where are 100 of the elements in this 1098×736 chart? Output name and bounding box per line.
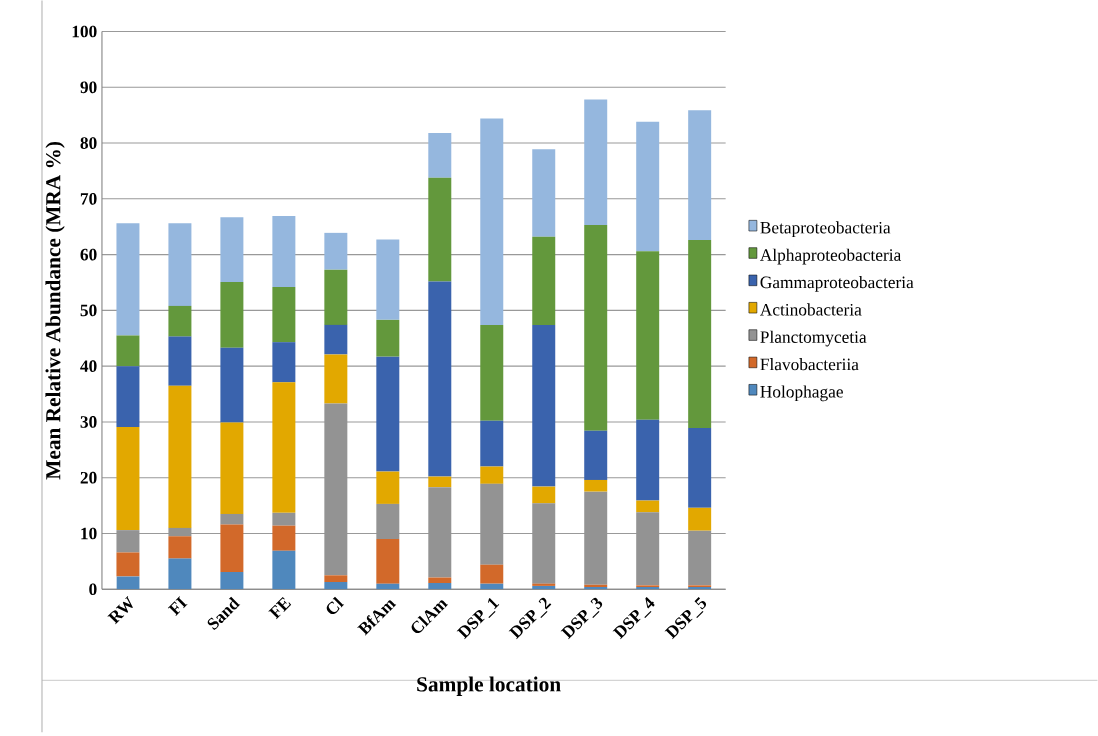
y-tick-label: 40 bbox=[80, 360, 97, 372]
bar bbox=[168, 305, 192, 337]
bar bbox=[376, 356, 400, 472]
bar bbox=[168, 223, 192, 306]
bar bbox=[376, 471, 400, 504]
y-tick-label: 60 bbox=[80, 248, 97, 261]
bar bbox=[636, 419, 660, 501]
y-tick-label: 80 bbox=[80, 137, 97, 149]
bar bbox=[220, 524, 244, 572]
y-axis-title: Mean Relative Abundance (MRA %) bbox=[45, 141, 65, 480]
bar bbox=[428, 281, 452, 477]
bar bbox=[636, 500, 660, 513]
bar bbox=[116, 576, 140, 590]
bar bbox=[688, 240, 712, 428]
bar bbox=[116, 366, 140, 427]
legend-label: Planctomycetia bbox=[760, 330, 867, 347]
bar bbox=[116, 530, 140, 553]
bar bbox=[584, 479, 608, 492]
bar bbox=[532, 236, 556, 325]
x-tick-label: FE bbox=[268, 596, 292, 620]
bar bbox=[480, 564, 504, 584]
x-tick-label: RW bbox=[107, 596, 133, 625]
bar bbox=[168, 336, 192, 386]
bar bbox=[324, 269, 348, 325]
x-tick-label: Cl bbox=[326, 596, 345, 614]
bar bbox=[480, 420, 504, 467]
bar bbox=[636, 512, 660, 586]
bar bbox=[428, 476, 452, 488]
bar bbox=[584, 430, 608, 480]
legend-label: Gammaproteobacteria bbox=[760, 275, 914, 292]
bar bbox=[116, 223, 140, 336]
bar bbox=[168, 536, 192, 559]
bar bbox=[480, 583, 504, 590]
bar bbox=[272, 342, 296, 383]
bar bbox=[428, 583, 452, 590]
y-tick-label: 0 bbox=[89, 583, 97, 596]
bar bbox=[220, 217, 244, 282]
bar bbox=[480, 466, 504, 484]
bar bbox=[532, 583, 556, 586]
bar bbox=[220, 513, 244, 525]
x-tick-label: FI bbox=[167, 596, 188, 616]
bar bbox=[168, 558, 192, 590]
bar bbox=[688, 530, 712, 586]
bar bbox=[272, 286, 296, 343]
bar bbox=[116, 552, 140, 577]
bar bbox=[376, 319, 400, 357]
bar bbox=[220, 347, 244, 423]
bar bbox=[272, 550, 296, 590]
bar bbox=[324, 232, 348, 270]
y-tick-label: 50 bbox=[80, 304, 97, 317]
bar bbox=[532, 503, 556, 584]
bar bbox=[636, 251, 660, 420]
bar bbox=[584, 99, 608, 225]
bar bbox=[116, 426, 140, 531]
bar bbox=[532, 149, 556, 237]
bar bbox=[324, 324, 348, 355]
legend-label: Holophagae bbox=[760, 385, 843, 402]
y-tick-label: 100 bbox=[72, 25, 97, 38]
bar bbox=[168, 385, 192, 528]
bar bbox=[324, 575, 348, 582]
legend-label: Betaproteobacteria bbox=[760, 221, 891, 237]
bar bbox=[376, 503, 400, 539]
bar bbox=[428, 577, 452, 584]
bar bbox=[480, 483, 504, 565]
y-tick-label: 70 bbox=[80, 192, 97, 205]
legend-label: Flavobacteriia bbox=[760, 357, 859, 371]
bar bbox=[480, 118, 504, 325]
legend-label: Actinobacteria bbox=[759, 303, 862, 316]
bar bbox=[636, 121, 660, 252]
bar bbox=[324, 581, 348, 590]
bar bbox=[116, 335, 140, 367]
bar bbox=[532, 486, 556, 504]
y-tick-label: 20 bbox=[80, 471, 97, 484]
bar bbox=[220, 571, 244, 590]
bar bbox=[428, 487, 452, 578]
bar bbox=[688, 507, 712, 531]
bar bbox=[376, 583, 400, 590]
bar bbox=[584, 224, 608, 431]
bar bbox=[220, 422, 244, 514]
bar bbox=[688, 110, 712, 241]
bar bbox=[324, 354, 348, 404]
bar bbox=[428, 132, 452, 178]
bar bbox=[480, 324, 504, 421]
bar bbox=[272, 216, 296, 287]
legend-label: Alphaproteobacteria bbox=[759, 248, 902, 265]
bar bbox=[532, 585, 556, 590]
bar bbox=[376, 239, 400, 320]
y-tick-label: 10 bbox=[81, 527, 97, 540]
x-axis-title: Sample location bbox=[417, 676, 561, 696]
bar bbox=[584, 491, 608, 585]
bar bbox=[324, 403, 348, 576]
bar bbox=[428, 177, 452, 282]
y-tick-label: 90 bbox=[80, 81, 97, 94]
bar bbox=[272, 525, 296, 551]
bar bbox=[220, 281, 244, 348]
bar bbox=[168, 527, 192, 537]
y-tick-label: 30 bbox=[80, 416, 97, 428]
bar bbox=[376, 538, 400, 584]
bar bbox=[272, 512, 296, 526]
bar bbox=[272, 382, 296, 513]
